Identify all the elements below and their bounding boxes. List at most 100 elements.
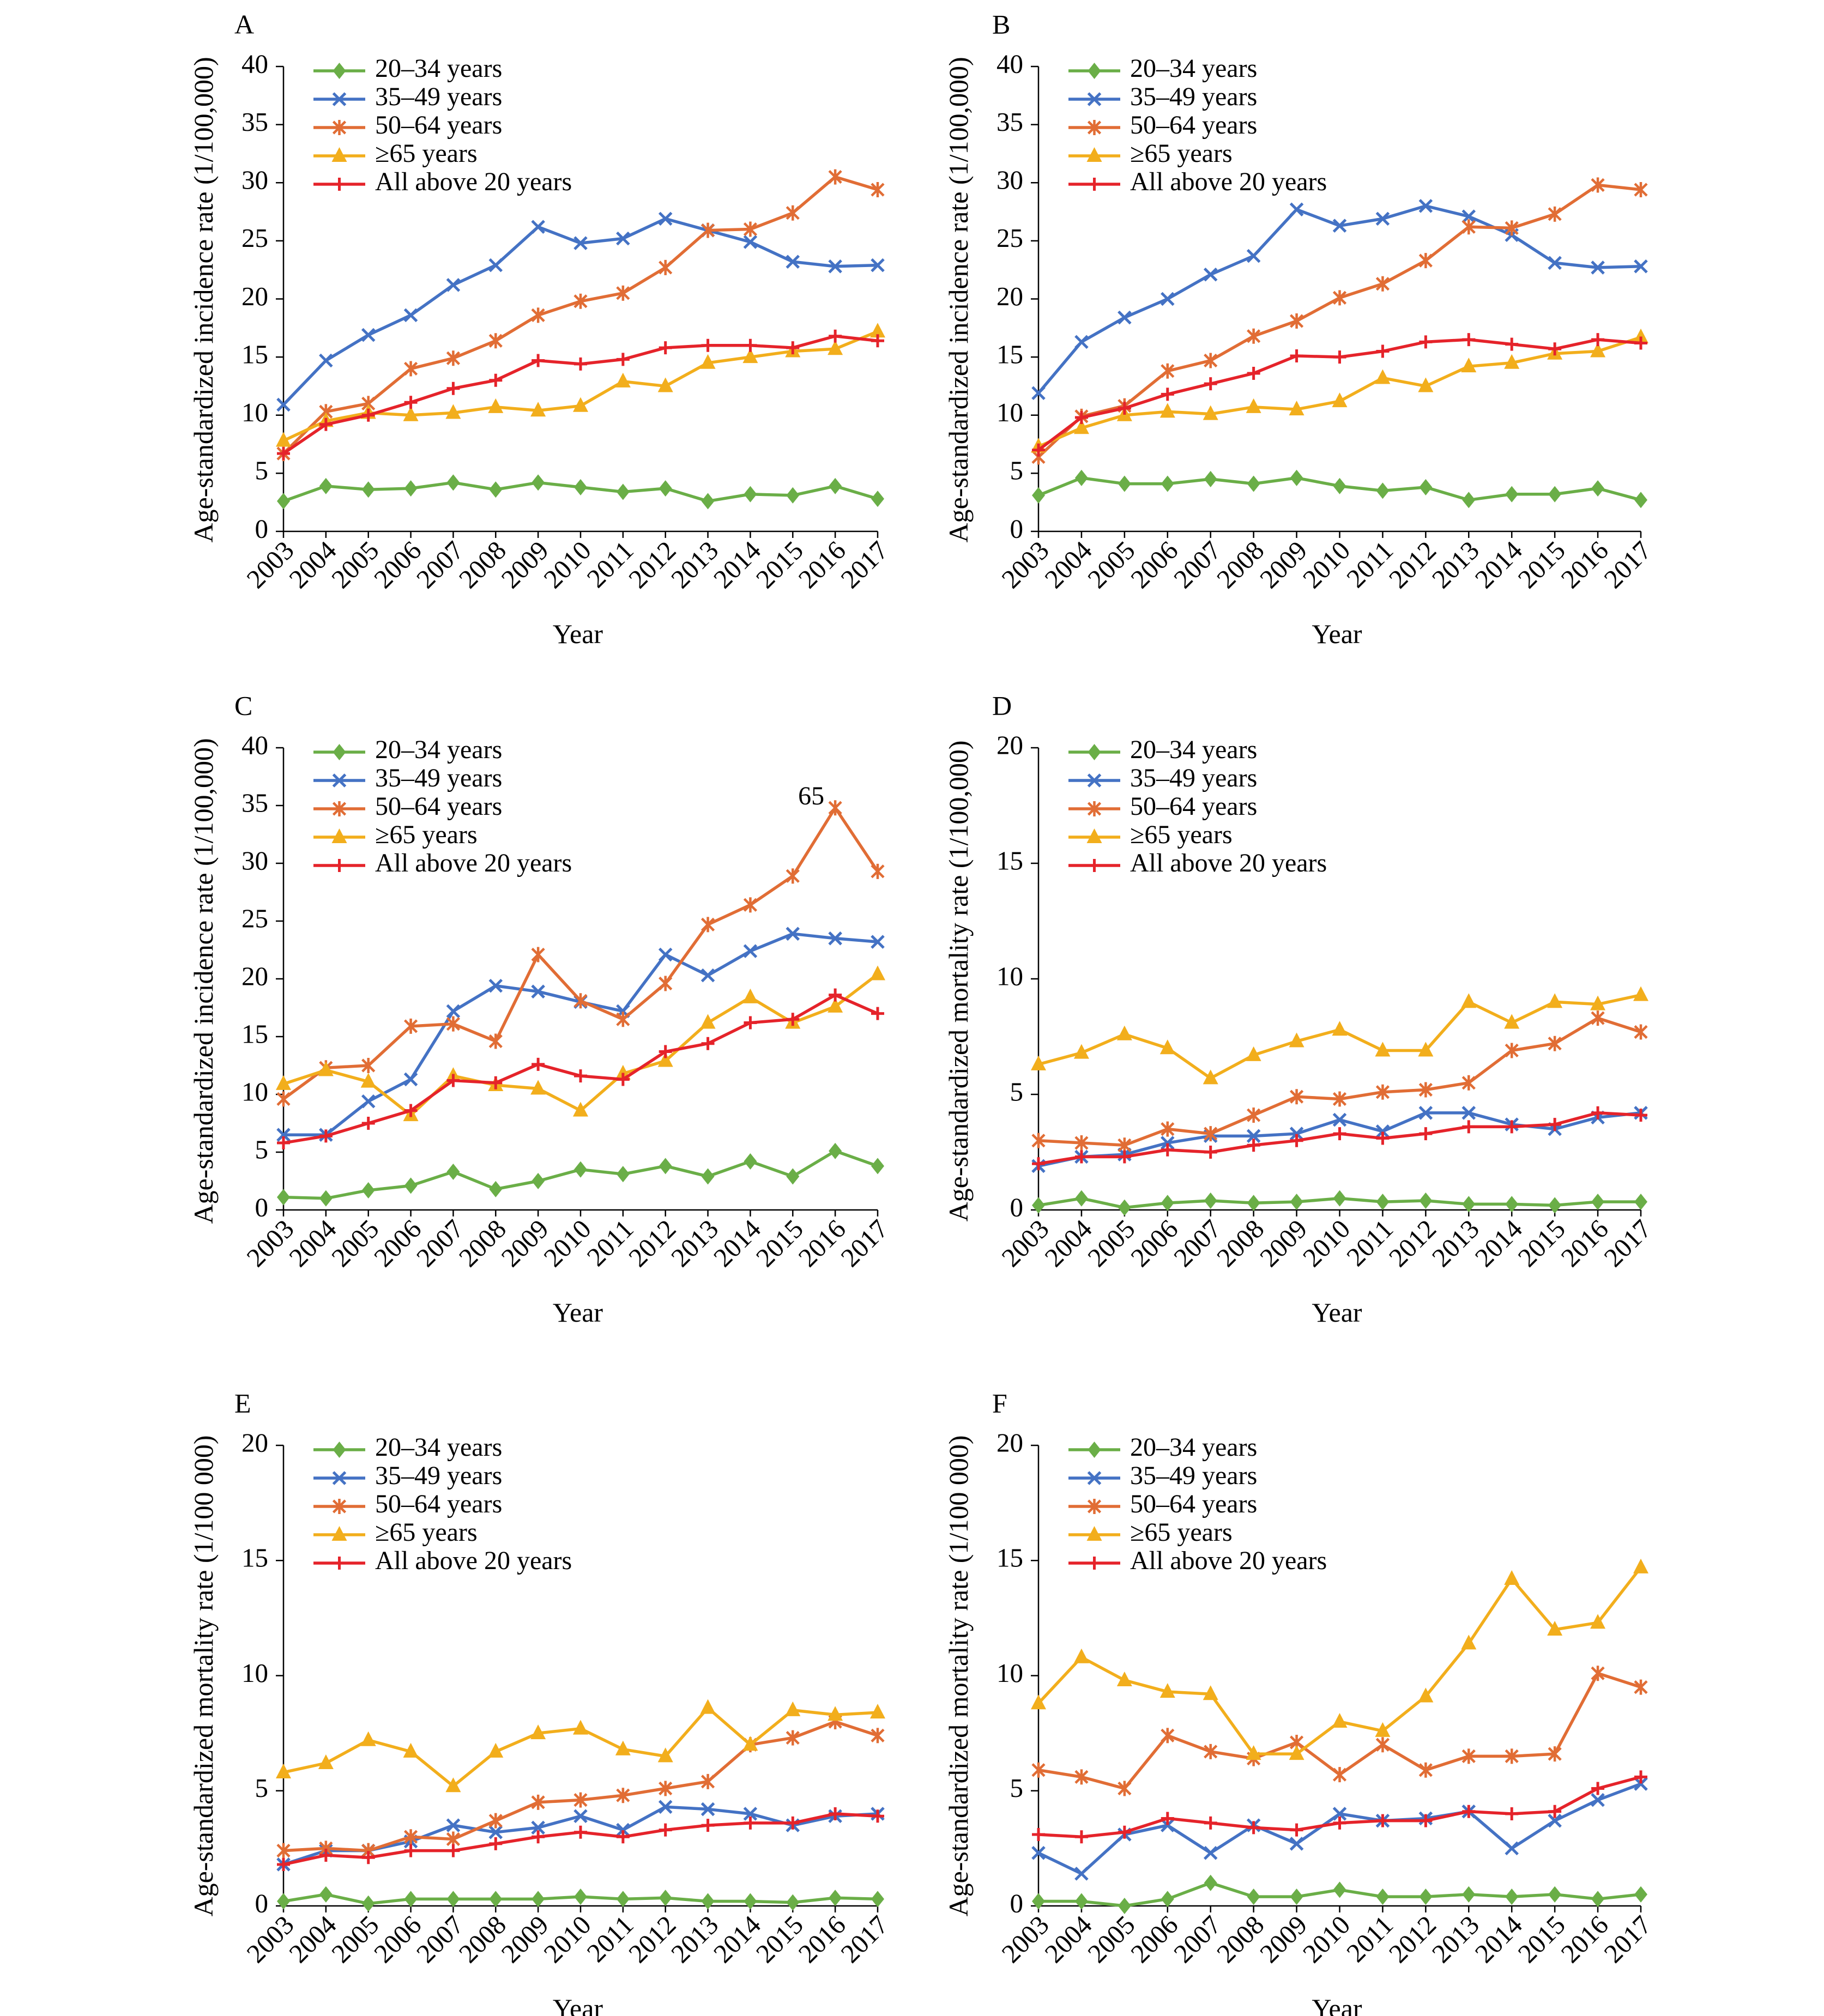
y-tick-label-a: 10 [241, 397, 268, 427]
data-point-e-1 [488, 1825, 503, 1839]
data-point-f-3 [1633, 1558, 1648, 1573]
data-point-e-3 [488, 1742, 504, 1758]
x-tick-label-d: 2010 [1297, 1214, 1356, 1273]
y-tick-label-f: 10 [996, 1658, 1023, 1688]
x-tick-label-b: 2008 [1211, 535, 1270, 594]
data-point-d-0 [1333, 1190, 1346, 1207]
data-point-e-0 [404, 1891, 418, 1908]
data-point-b-1 [1461, 209, 1476, 223]
data-point-d-4 [1333, 1127, 1346, 1141]
data-point-a-2 [616, 285, 630, 301]
data-point-a-3 [276, 432, 291, 447]
data-point-d-2 [1204, 1126, 1218, 1142]
data-point-e-0 [786, 1894, 800, 1911]
data-point-e-2 [488, 1813, 503, 1829]
data-point-c-2 [361, 1058, 376, 1073]
x-tick-label-f: 2017 [1598, 1910, 1657, 1969]
legend-label-b-2: 50–64 years [1130, 111, 1257, 140]
data-point-c-4 [404, 1104, 418, 1117]
data-point-d-3 [1031, 1055, 1046, 1070]
data-point-b-3 [1461, 358, 1477, 373]
data-point-d-0 [1118, 1199, 1131, 1216]
data-point-f-1 [1161, 1818, 1175, 1832]
legend-label-a-4: All above 20 years [375, 167, 572, 196]
data-point-f-0 [1376, 1888, 1390, 1905]
legend-marker-d-4 [1088, 859, 1101, 872]
legend-label-d-0: 20–34 years [1130, 735, 1257, 764]
data-point-d-0 [1074, 1190, 1088, 1207]
data-point-b-0 [1505, 486, 1519, 503]
series-d-4 [1032, 1106, 1647, 1171]
data-point-e-4 [616, 1830, 630, 1844]
data-point-f-0 [1204, 1874, 1217, 1891]
y-tick-label-b: 0 [1010, 513, 1024, 543]
data-point-f-1 [1332, 1807, 1347, 1821]
data-point-f-0 [1634, 1886, 1647, 1903]
legend-label-b-1: 35–49 years [1130, 82, 1257, 111]
data-point-f-0 [1505, 1888, 1519, 1905]
data-point-c-2 [659, 976, 673, 991]
series-c-4 [277, 988, 884, 1150]
y-tick-label-b: 5 [1010, 456, 1024, 486]
data-point-c-1 [276, 1128, 291, 1142]
x-tick-label-d: 2003 [996, 1214, 1055, 1273]
panel-letter-b: B [992, 9, 1010, 39]
data-point-b-4 [1247, 366, 1260, 380]
data-point-d-3 [1116, 1025, 1132, 1040]
y-tick-label-a: 40 [241, 49, 268, 78]
data-point-d-4 [1161, 1143, 1174, 1157]
data-point-d-2 [1591, 1010, 1605, 1026]
legend-label-c-0: 20–34 years [375, 735, 502, 764]
data-point-d-4 [1290, 1134, 1303, 1147]
data-point-b-4 [1419, 335, 1433, 349]
legend-label-f-4: All above 20 years [1130, 1546, 1327, 1575]
data-point-d-4 [1118, 1150, 1131, 1164]
data-point-b-4 [1032, 443, 1045, 457]
x-tick-label-f: 2006 [1125, 1910, 1183, 1969]
data-point-a-2 [659, 259, 673, 275]
data-point-b-4 [1505, 337, 1519, 351]
data-point-d-1 [1246, 1129, 1261, 1143]
data-point-c-2 [446, 1016, 461, 1032]
data-point-c-1 [361, 1094, 376, 1109]
annotation-c: 65 [798, 782, 824, 810]
y-tick-label-c: 25 [241, 903, 268, 933]
x-tick-label-d: 2007 [1168, 1214, 1227, 1273]
data-point-b-1 [1332, 219, 1347, 233]
x-tick-label-b: 2016 [1555, 535, 1614, 594]
x-tick-label-f: 2008 [1211, 1910, 1270, 1969]
data-point-a-3 [615, 372, 631, 388]
data-point-a-0 [829, 477, 842, 494]
y-tick-label-c: 0 [255, 1192, 269, 1222]
x-axis-title-a: Year [553, 619, 603, 649]
legend-label-e-2: 50–64 years [375, 1490, 502, 1518]
data-point-c-0 [701, 1168, 715, 1185]
legend-marker-e-3 [331, 1526, 347, 1541]
series-line-e-3 [283, 1706, 878, 1788]
data-point-f-3 [1246, 1745, 1261, 1760]
series-c-3 [276, 965, 885, 1122]
data-point-f-4 [1290, 1823, 1303, 1837]
chart-panel-a: A 0 5 10 15 20 25 30 35 40 Age-standardized incide… [188, 9, 894, 649]
data-point-f-2 [1505, 1748, 1519, 1764]
data-point-b-4 [1462, 333, 1476, 347]
data-point-f-2 [1591, 1666, 1605, 1681]
data-point-a-2 [786, 205, 800, 221]
data-point-a-1 [446, 278, 461, 292]
x-tick-label-b: 2007 [1168, 535, 1227, 594]
data-point-e-0 [829, 1890, 842, 1906]
x-axis-title-b: Year [1312, 619, 1362, 649]
data-point-e-2 [700, 1773, 715, 1789]
legend-marker-a-3 [331, 147, 347, 162]
y-tick-label-b: 35 [996, 107, 1023, 137]
x-tick-label-a: 2017 [835, 535, 894, 594]
data-point-b-4 [1290, 349, 1303, 362]
x-tick-label-d: 2015 [1512, 1214, 1571, 1273]
data-point-a-4 [616, 353, 630, 366]
x-tick-label-b: 2009 [1254, 535, 1313, 594]
data-point-e-4 [404, 1844, 418, 1857]
data-point-b-3 [1633, 328, 1648, 343]
data-point-a-4 [574, 357, 587, 371]
data-point-e-4 [659, 1823, 672, 1837]
y-tick-label-b: 40 [996, 49, 1023, 78]
